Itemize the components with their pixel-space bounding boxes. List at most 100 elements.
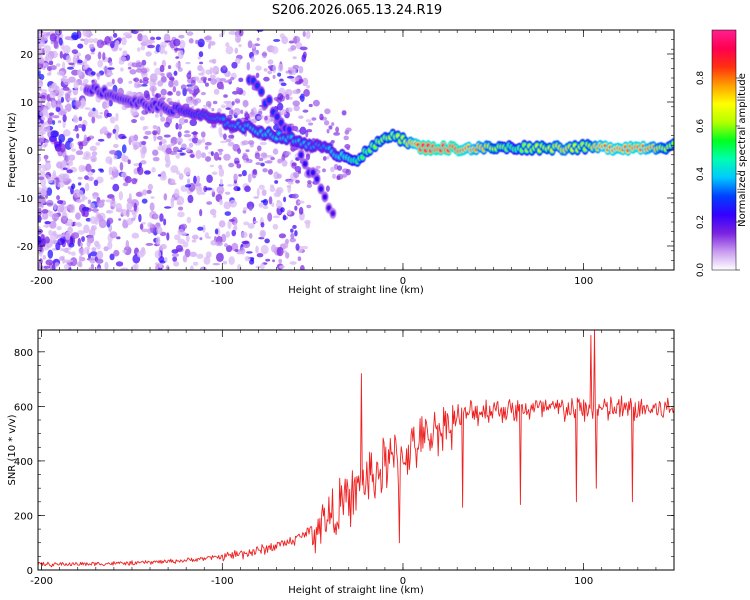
snr-x-tick-label: 100 xyxy=(574,576,593,587)
spectrogram-noise-cell xyxy=(225,245,233,253)
spectrogram-noise-cell xyxy=(150,196,155,199)
spectrogram-noise-cell xyxy=(141,198,148,204)
spectrogram-noise-cell xyxy=(163,193,168,201)
spectrogram-noise-cell xyxy=(336,175,341,181)
spectrogram-noise-cell xyxy=(189,154,195,158)
spectrogram-noise-cell xyxy=(287,179,294,185)
spectrogram-noise-cell xyxy=(175,62,181,69)
spectrogram-noise-cell xyxy=(262,51,267,59)
spectrogram-noise-cell xyxy=(143,125,149,130)
snr-y-axis-label: SNR (10 * v/v) xyxy=(7,414,18,485)
spectrogram-noise-cell xyxy=(44,162,52,171)
spectrogram-noise-cell xyxy=(105,199,113,203)
spectrogram-noise-cell xyxy=(341,110,347,116)
spectrogram-noise-cell xyxy=(205,100,212,107)
spectrogram-noise-cell xyxy=(127,66,132,70)
spectrogram-noise-cell xyxy=(133,144,138,151)
spectrogram-noise-cell xyxy=(112,183,120,192)
spectrogram-noise-cell xyxy=(262,168,268,173)
spectrogram-noise-cell xyxy=(84,182,90,192)
spectrogram-noise-cell xyxy=(56,204,65,213)
spectrogram-noise-cell xyxy=(230,76,235,81)
spectrogram-noise-cell xyxy=(260,152,268,158)
spectrogram-noise-cell xyxy=(263,76,270,82)
spectrogram-noise-cell xyxy=(51,213,60,222)
spectrogram-noise-cell xyxy=(106,81,113,87)
spectrogram-noise-cell xyxy=(172,86,177,93)
spectrogram-noise-cell xyxy=(82,206,90,212)
spectrogram-noise-cell xyxy=(128,193,132,203)
spectrogram-noise-cell xyxy=(116,236,121,240)
spectrogram-noise-cell xyxy=(220,85,225,90)
spectrogram-noise-cell xyxy=(260,222,265,228)
spectrogram-noise-cell xyxy=(240,231,248,238)
spectrogram-noise-cell xyxy=(247,173,252,183)
spectrogram-noise-cell xyxy=(62,167,68,171)
spectrogram-noise-cell xyxy=(89,256,96,264)
snr-plot-area xyxy=(38,330,674,570)
spectrogram-noise-cell xyxy=(267,168,273,175)
spectrogram-noise-cell xyxy=(274,180,279,184)
spectrogram-noise-cell xyxy=(345,127,352,132)
spectrogram-cell xyxy=(279,121,283,125)
spectrogram-noise-cell xyxy=(252,216,256,225)
spectrogram-noise-cell xyxy=(114,131,119,141)
spectrogram-noise-cell xyxy=(188,89,194,95)
spectrogram-noise-cell xyxy=(152,156,160,162)
spectrogram-noise-cell xyxy=(72,128,80,132)
spectrogram-noise-cell xyxy=(159,173,167,181)
spectrogram-noise-cell xyxy=(311,117,317,121)
spectrogram-noise-cell xyxy=(241,169,247,177)
spectrogram-noise-cell xyxy=(120,267,129,270)
spectrogram-noise-cell xyxy=(223,201,231,210)
spectrogram-noise-cell xyxy=(38,189,41,197)
spectrogram-noise-cell xyxy=(159,110,163,118)
spectrogram-noise-cell xyxy=(302,109,309,113)
spectrogram-cell xyxy=(319,187,323,191)
spectrogram-noise-cell xyxy=(186,31,194,36)
spectrogram-noise-cell xyxy=(215,252,224,262)
spectrogram-noise-cell xyxy=(298,65,304,74)
colorbar-tick-label: 0.0 xyxy=(696,263,706,278)
spectrogram-noise-cell xyxy=(297,170,302,174)
spectrogram-noise-cell xyxy=(262,198,269,206)
spectrogram-x-axis-label: Height of straight line (km) xyxy=(288,285,424,296)
spectrogram-noise-cell xyxy=(52,230,57,237)
spectrogram-noise-cell xyxy=(190,79,196,87)
spectrogram-noise-cell xyxy=(200,152,207,159)
spectrogram-noise-cell xyxy=(215,241,224,247)
spectrogram-noise-cell xyxy=(247,40,253,49)
spectrogram-noise-cell xyxy=(285,107,293,113)
spectrogram-noise-cell xyxy=(227,184,233,187)
spectrogram-noise-cell xyxy=(228,218,235,222)
spectrogram-noise-cell xyxy=(46,187,53,196)
spectrogram-noise-cell xyxy=(180,152,186,156)
spectrogram-noise-cell xyxy=(203,35,212,41)
spectrogram-noise-cell xyxy=(112,32,118,38)
spectrogram-noise-cell xyxy=(105,100,110,109)
spectrogram-noise-cell xyxy=(58,133,66,143)
spectrogram-noise-cell xyxy=(119,161,124,171)
spectrogram-noise-cell xyxy=(293,105,300,112)
snr-panel: -200 -100 0 100 0 200 400 600 800 Height of stra… xyxy=(7,329,675,596)
spectrogram-noise-cell xyxy=(81,236,85,243)
spectrogram-noise-cell xyxy=(151,87,155,97)
spectrogram-noise-cell xyxy=(216,185,225,194)
spectrogram-noise-cell xyxy=(324,108,331,115)
spectrogram-noise-cell xyxy=(164,206,172,209)
spectrogram-noise-cell xyxy=(223,153,231,161)
spectrogram-noise-cell xyxy=(230,109,234,115)
spectrogram-noise-cell xyxy=(43,265,51,269)
spectrogram-noise-cell xyxy=(244,185,251,193)
spectrogram-noise-cell xyxy=(189,251,197,257)
spectrogram-noise-cell xyxy=(135,192,143,197)
spectrogram-noise-cell xyxy=(39,33,45,42)
spectrogram-noise-cell xyxy=(234,98,241,103)
spectrogram-noise-cell xyxy=(82,30,90,37)
spectrogram-noise-cell xyxy=(197,38,205,48)
spectrogram-noise-cell xyxy=(96,200,105,208)
spectrogram-noise-cell xyxy=(173,70,178,76)
spectrogram-noise-cell xyxy=(196,253,204,259)
spectrogram-noise-cell xyxy=(95,114,103,119)
spectrogram-noise-cell xyxy=(264,238,270,244)
